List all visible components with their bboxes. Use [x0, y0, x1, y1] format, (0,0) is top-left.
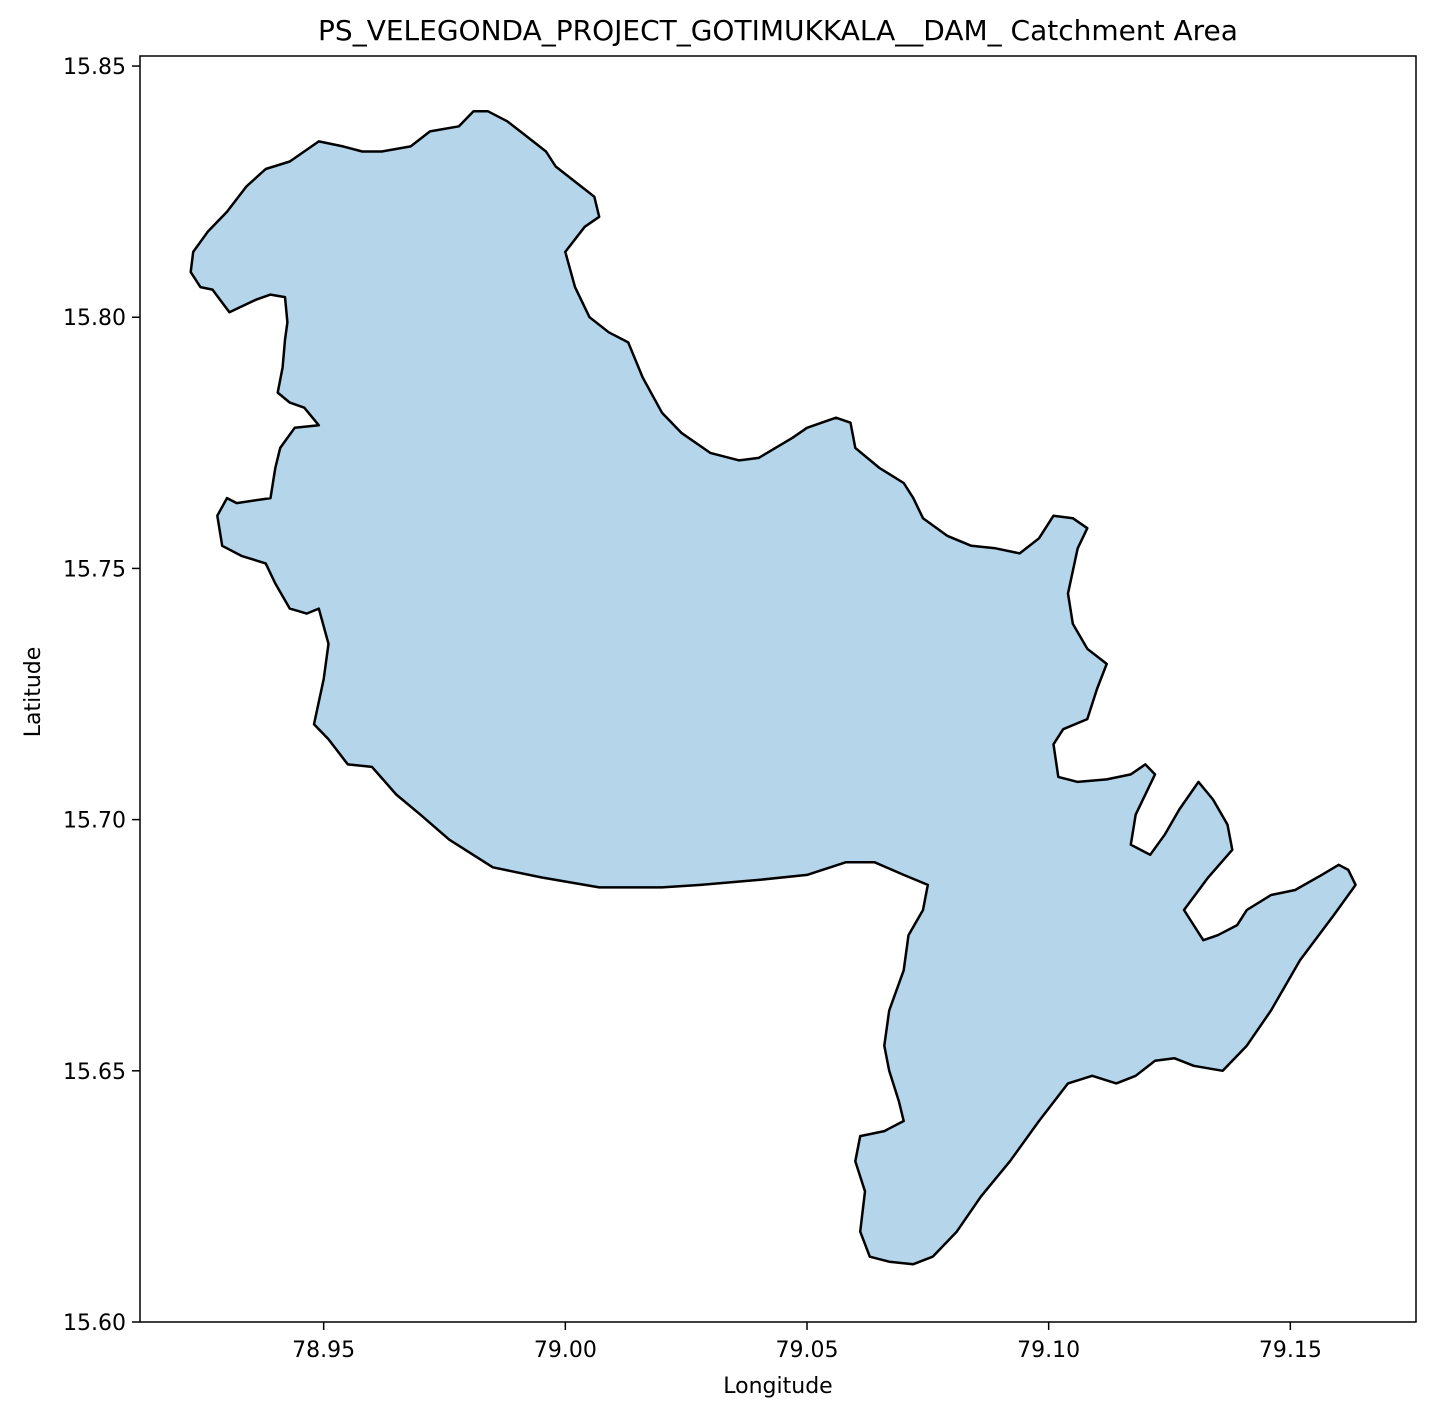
x-tick-label: 79.00 — [534, 1338, 597, 1363]
x-tick-label: 78.95 — [292, 1338, 355, 1363]
polygon-layer — [189, 110, 1357, 1266]
y-tick-label: 15.85 — [63, 55, 126, 80]
axes: 78.95 79.00 79.05 79.10 79.15 15.60 15.65 15.70… — [63, 55, 1322, 1363]
catchment-area-polygon — [189, 110, 1357, 1266]
y-tick-label: 15.75 — [63, 557, 126, 582]
chart-title: PS_VELEGONDA_PROJECT_GOTIMUKKALA__DAM_ C… — [318, 14, 1238, 47]
y-tick-label: 15.70 — [63, 809, 126, 834]
x-tick-label: 79.05 — [776, 1338, 839, 1363]
y-axis-label: Latitude — [21, 647, 46, 738]
x-axis-label: Longitude — [723, 1374, 832, 1399]
y-tick-label: 15.60 — [63, 1311, 126, 1336]
x-tick-label: 79.15 — [1259, 1338, 1322, 1363]
y-tick-label: 15.80 — [63, 306, 126, 331]
x-tick-label: 79.10 — [1017, 1338, 1080, 1363]
y-tick-label: 15.65 — [63, 1060, 126, 1085]
